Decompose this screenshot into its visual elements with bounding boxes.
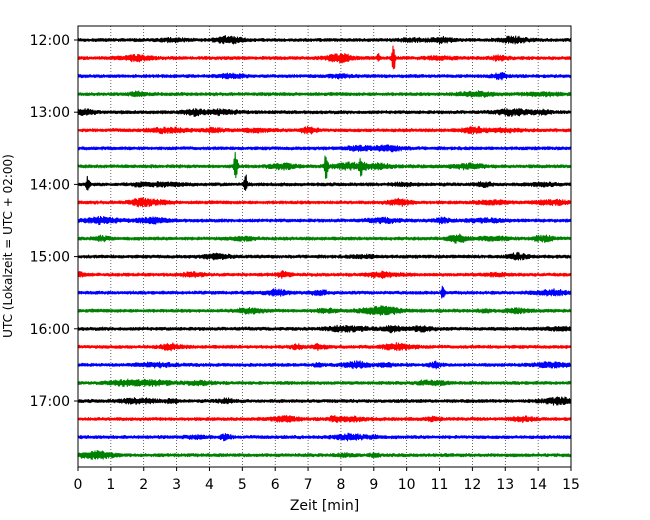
trace-1215 (77, 45, 572, 70)
trace-1600 (77, 324, 572, 334)
y-tick-label-13:00: 13:00 (30, 105, 70, 121)
trace-1245 (77, 90, 572, 98)
x-tick-label-1: 1 (106, 477, 115, 493)
trace-1730 (77, 432, 572, 442)
trace-1315 (77, 125, 572, 135)
trace-1700 (77, 396, 572, 406)
x-tick-label-2: 2 (139, 477, 148, 493)
trace-1745 (77, 450, 572, 460)
x-tick-label-5: 5 (238, 477, 247, 493)
trace-1545 (77, 305, 572, 316)
x-tick-label-8: 8 (336, 477, 345, 493)
y-tick-label-17:00: 17:00 (30, 394, 70, 410)
traces (77, 35, 572, 460)
trace-1715 (77, 415, 572, 424)
trace-1430 (77, 215, 572, 226)
x-tick-label-3: 3 (172, 477, 181, 493)
trace-1400 (77, 174, 572, 191)
trace-1630 (77, 360, 572, 370)
y-tick-label-12:00: 12:00 (30, 33, 70, 49)
x-tick-label-13: 13 (496, 477, 514, 493)
trace-1530 (77, 285, 572, 299)
x-tick-label-14: 14 (529, 477, 547, 493)
trace-1330 (77, 144, 572, 153)
x-tick-label-12: 12 (463, 477, 481, 493)
x-tick-label-15: 15 (562, 477, 580, 493)
x-tick-label-9: 9 (369, 477, 378, 493)
x-tick-label-11: 11 (431, 477, 449, 493)
trace-1645 (77, 378, 572, 388)
x-tick-label-4: 4 (205, 477, 214, 493)
x-tick-label-10: 10 (398, 477, 416, 493)
x-axis-ticks: 0 1 2 3 4 5 6 7 8 9 10 11 12 13 14 15 (74, 467, 580, 493)
x-tick-label-0: 0 (74, 477, 83, 493)
y-axis-label: UTC (Lokalzeit = UTC + 02:00) (1, 154, 15, 338)
trace-1345 (77, 151, 572, 179)
x-tick-label-6: 6 (271, 477, 280, 493)
y-tick-label-16:00: 16:00 (30, 322, 70, 338)
y-tick-label-14:00: 14:00 (30, 177, 70, 193)
trace-1445 (77, 233, 572, 244)
trace-1300 (77, 107, 572, 117)
trace-1200 (77, 35, 572, 45)
y-tick-label-15:00: 15:00 (30, 250, 70, 266)
y-axis-ticks: 12:00 13:00 14:00 15:00 16:00 17:00 (30, 33, 78, 410)
trace-1615 (77, 342, 572, 352)
trace-1230 (77, 71, 572, 81)
trace-1500 (77, 251, 572, 261)
plot-frame (77, 25, 572, 468)
trace-1515 (77, 270, 572, 280)
x-axis-label: Zeit [min] (290, 498, 359, 514)
x-tick-label-7: 7 (304, 477, 313, 493)
trace-1415 (77, 197, 572, 208)
